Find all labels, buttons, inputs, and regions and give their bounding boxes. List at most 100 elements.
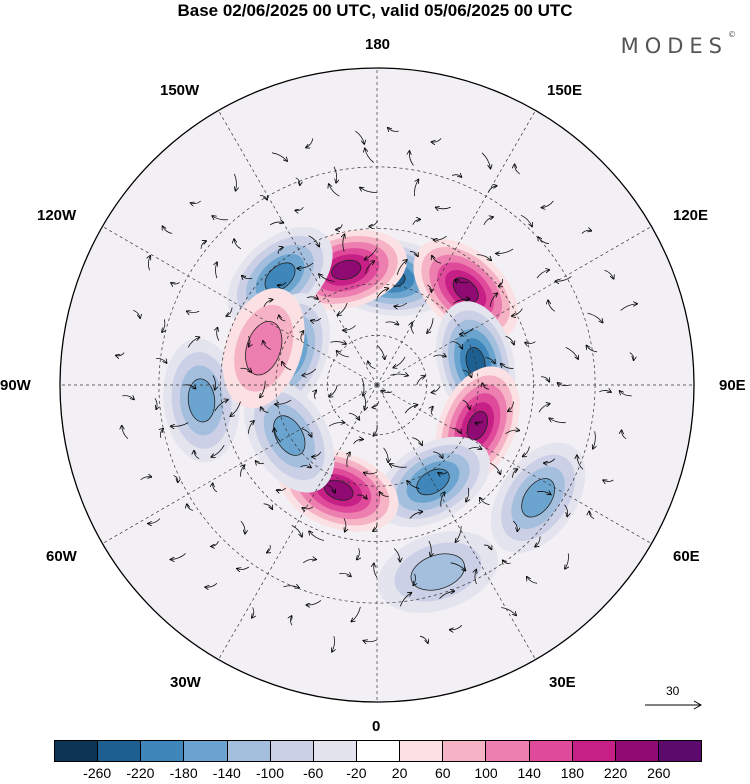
lon-label-60w: 60W — [46, 548, 77, 565]
wind-arrow — [252, 607, 254, 618]
wind-arrow — [329, 384, 338, 397]
lon-label-90w: 90W — [0, 377, 31, 394]
wind-arrow — [451, 175, 461, 177]
wind-arrow — [505, 335, 514, 344]
logo-copyright-mark: © — [728, 30, 736, 39]
wind-arrow — [501, 364, 514, 369]
colorbar-swatch — [355, 741, 400, 761]
wind-arrow — [347, 452, 350, 468]
colorbar-tick-label: 60 — [435, 765, 451, 781]
meridian-line — [376, 110, 536, 386]
wind-arrow — [357, 548, 360, 559]
wind-arrow — [376, 344, 385, 359]
wind-arrow — [353, 439, 363, 444]
wind-arrow — [295, 177, 300, 185]
wind-arrow — [302, 506, 314, 509]
wind-arrow — [300, 466, 311, 468]
wind-arrow — [599, 390, 611, 392]
wind-arrow — [432, 385, 441, 393]
wind-arrow — [263, 341, 272, 350]
colorbar-tick-label: -180 — [169, 765, 198, 781]
wind-arrow — [399, 593, 411, 607]
wind-arrow — [344, 518, 346, 532]
lon-label-120e: 120E — [673, 207, 709, 224]
wind-arrow — [503, 560, 511, 563]
wind-arrow — [364, 472, 378, 474]
wind-arrow — [248, 335, 250, 347]
wind-arrow — [191, 200, 201, 204]
colorbar-swatch — [97, 741, 141, 761]
wind-arrow — [306, 138, 314, 147]
colorbar-tick-label: 220 — [603, 765, 628, 781]
wind-arrow — [542, 200, 554, 208]
wind-arrow — [460, 327, 474, 334]
colorbar-swatch — [571, 741, 615, 761]
wind-arrow — [205, 583, 218, 587]
wind-arrow — [187, 504, 194, 511]
wind-vectors — [116, 128, 637, 652]
wind-arrow — [297, 262, 314, 268]
wind-arrow — [336, 224, 343, 229]
wind-arrow — [312, 451, 322, 457]
lon-label-30w: 30W — [170, 674, 201, 691]
wind-arrow — [187, 311, 200, 313]
wind-arrow — [308, 235, 320, 247]
wind-arrow — [537, 491, 551, 494]
wind-arrow — [544, 458, 556, 463]
wind-arrow — [434, 235, 447, 240]
wind-arrow — [536, 270, 549, 279]
lon-label-30e: 30E — [549, 674, 576, 691]
colorbar — [54, 740, 702, 762]
wind-arrow — [376, 288, 388, 298]
wind-arrow — [374, 563, 378, 578]
wind-arrow — [194, 451, 200, 460]
lon-label-0: 0 — [372, 718, 381, 735]
wind-arrow — [234, 173, 236, 191]
wind-arrow — [171, 553, 186, 559]
wind-arrow — [362, 378, 364, 395]
wind-arrow — [438, 472, 448, 474]
wind-arrow — [311, 317, 322, 321]
wind-arrow — [411, 323, 415, 334]
chart-title: Base 02/06/2025 00 UTC, valid 05/06/2025… — [177, 1, 573, 20]
wind-arrow — [409, 251, 418, 256]
lon-label-150w: 150W — [160, 82, 200, 99]
wind-arrow — [329, 184, 340, 197]
wind-arrow — [277, 247, 283, 254]
wind-arrow — [187, 337, 199, 348]
wind-arrow — [277, 487, 287, 491]
wind-arrow — [462, 399, 470, 409]
wind-arrow — [512, 308, 523, 317]
wind-arrow — [365, 148, 374, 163]
wind-arrow — [527, 577, 538, 584]
colorbar-swatch — [183, 741, 227, 761]
wind-arrow — [380, 492, 389, 497]
wind-arrow — [577, 455, 584, 470]
wind-arrow — [501, 607, 516, 616]
wind-arrow — [525, 341, 536, 344]
wind-arrow — [213, 483, 218, 493]
wind-arrow — [279, 315, 286, 322]
colorbar-swatch — [55, 741, 98, 761]
wind-arrow — [416, 376, 425, 386]
wind-arrow — [462, 369, 472, 377]
meridian-line — [102, 226, 378, 386]
wind-arrow — [237, 566, 250, 569]
logo-text: MODES — [620, 34, 728, 58]
wind-arrow — [496, 248, 514, 254]
wind-arrow — [455, 526, 462, 542]
negative-anomaly — [376, 436, 490, 528]
wind-arrow — [256, 461, 264, 464]
lon-label-150e: 150E — [547, 82, 583, 99]
wind-arrow — [295, 206, 304, 210]
wind-arrow — [261, 407, 269, 413]
wind-arrow — [171, 283, 180, 285]
wind-arrow — [122, 426, 129, 439]
wind-arrow — [508, 401, 514, 412]
wind-arrow — [485, 357, 495, 364]
colorbar-swatch — [657, 741, 702, 761]
colorbar-tick-label: 180 — [560, 765, 585, 781]
wind-arrow — [432, 256, 441, 264]
wind-arrow — [390, 464, 407, 467]
wind-arrow — [211, 541, 219, 546]
